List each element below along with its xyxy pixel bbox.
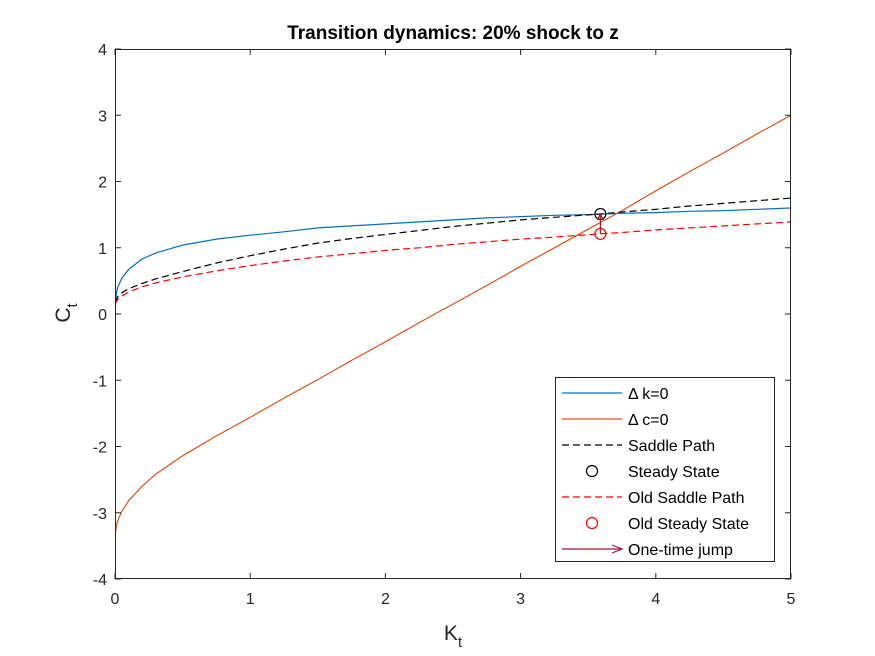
x-axis-title: Kt bbox=[444, 622, 463, 651]
x-tick-label: 4 bbox=[651, 591, 660, 608]
series-line-old-saddle-path bbox=[115, 221, 791, 305]
legend-item-steady-state: Steady State bbox=[585, 464, 720, 481]
legend-item-one-time-jump: One-time jump bbox=[562, 542, 733, 559]
legend-label: Saddle Path bbox=[628, 438, 715, 455]
x-tick-label: 1 bbox=[246, 591, 255, 608]
series-line-saddle-path bbox=[115, 197, 791, 303]
legend-item-delta-k-0: Δ k=0 bbox=[562, 386, 669, 403]
x-tick-label: 3 bbox=[516, 591, 525, 608]
legend-item-delta-c-0: Δ c=0 bbox=[562, 412, 669, 429]
legend-swatch bbox=[585, 464, 599, 478]
x-tick-label: 0 bbox=[111, 591, 120, 608]
series-line-delta-c-0 bbox=[115, 114, 791, 536]
y-tick-label: -1 bbox=[93, 373, 107, 390]
x-axis-title-sub: t bbox=[458, 634, 463, 651]
legend-label: Old Steady State bbox=[628, 516, 749, 533]
x-axis-title-main: K bbox=[444, 622, 458, 645]
legend-swatch bbox=[585, 516, 599, 530]
y-tick-label: -4 bbox=[93, 572, 107, 589]
legend-label: One-time jump bbox=[628, 542, 733, 559]
legend-item-old-steady-state: Old Steady State bbox=[585, 516, 749, 533]
y-tick-label: -3 bbox=[93, 506, 107, 523]
y-axis-title-sub: t bbox=[64, 303, 81, 308]
legend-label: Δ k=0 bbox=[628, 386, 669, 403]
legend-item-old-saddle-path: Old Saddle Path bbox=[562, 490, 745, 507]
x-tick-label: 5 bbox=[787, 591, 796, 608]
tick-layer: 0 1 2 3 4 5 -4 -3 -2 -1 0 1 2 3 4 bbox=[93, 42, 796, 608]
series-layer bbox=[115, 114, 791, 536]
legend-box bbox=[555, 377, 775, 562]
y-tick-label: 2 bbox=[98, 175, 107, 192]
arrow-head-one-time-jump bbox=[596, 212, 604, 221]
y-tick-label: 4 bbox=[98, 42, 107, 59]
y-tick-label: -2 bbox=[93, 440, 107, 457]
legend-item-saddle-path: Saddle Path bbox=[562, 438, 715, 455]
legend: Δ k=0 Δ c=0 Saddle Path Steady State Old Sad… bbox=[555, 377, 775, 562]
y-tick-label: 1 bbox=[98, 241, 107, 258]
legend-swatch-arrowhead bbox=[611, 544, 624, 554]
series-line-delta-k-0 bbox=[115, 207, 791, 315]
legend-label: Steady State bbox=[628, 464, 720, 481]
y-axis-title: Ct bbox=[52, 303, 81, 323]
legend-label: Old Saddle Path bbox=[628, 490, 745, 507]
y-tick-label: 3 bbox=[98, 108, 107, 125]
legend-items: Δ k=0 Δ c=0 Saddle Path Steady State Old Sad… bbox=[562, 386, 749, 559]
chart-title: Transition dynamics: 20% shock to z bbox=[287, 23, 619, 44]
y-tick-label: 0 bbox=[98, 307, 107, 324]
legend-label: Δ c=0 bbox=[628, 412, 669, 429]
x-tick-label: 2 bbox=[381, 591, 390, 608]
y-axis-title-main: C bbox=[52, 308, 75, 323]
